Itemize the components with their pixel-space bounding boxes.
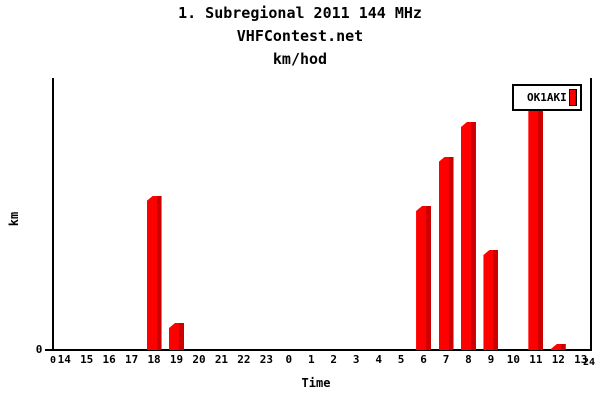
legend-series-label: OK1AKI [527, 91, 567, 104]
bar-hour-6 [416, 206, 432, 350]
y-axis-zero-label: 0 [35, 343, 43, 356]
legend-series-marker-icon [569, 89, 577, 106]
x-axis-line [45, 349, 592, 351]
x-tick-label-2-12: 2 [330, 353, 338, 366]
x-tick-label-13-23: 13 [574, 353, 588, 366]
x-axis-end-label: 24 [582, 357, 596, 368]
x-axis-title: Time [301, 376, 331, 390]
x-tick-label-11-21: 11 [529, 353, 543, 366]
x-tick-label-16-2: 16 [102, 353, 116, 366]
x-tick-label-3-13: 3 [352, 353, 360, 366]
x-tick-label-23-9: 23 [259, 353, 273, 366]
x-tick-label-21-7: 21 [214, 353, 229, 366]
x-tick-label-4-14: 4 [375, 353, 382, 366]
x-tick-label-6-16: 6 [420, 353, 427, 366]
x-axis-start-label: 0 [49, 355, 57, 366]
y-axis-title: km [7, 211, 21, 227]
x-tick-label-12-22: 12 [551, 353, 565, 366]
chart-title: 1. Subregional 2011 144 MHz [178, 4, 422, 22]
x-tick-label-10-20: 10 [506, 353, 521, 366]
bar-hour-11 [528, 100, 544, 350]
y-axis-line [52, 78, 54, 350]
x-tick-label-15-1: 15 [80, 353, 94, 366]
right-border-line [590, 78, 592, 350]
x-tick-label-8-18: 8 [465, 353, 472, 366]
x-tick-label-14-0: 14 [57, 353, 71, 366]
bar-hour-7 [438, 157, 454, 350]
bar-hour-9 [483, 250, 499, 350]
bar-hour-8 [460, 122, 476, 350]
bar-hour-19 [169, 323, 185, 350]
x-tick-label-5-15: 5 [397, 353, 405, 366]
chart-subtitle: VHFContest.net [236, 27, 364, 45]
x-tick-label-9-19: 9 [487, 353, 495, 366]
x-tick-label-7-17: 7 [442, 353, 450, 366]
chart-value-caption: km/hod [272, 50, 328, 68]
x-tick-label-19-5: 19 [169, 353, 184, 366]
x-tick-label-0-10: 0 [285, 353, 293, 366]
x-tick-label-22-8: 22 [237, 353, 251, 366]
bar-hour-18 [146, 196, 162, 350]
x-tick-label-20-6: 20 [192, 353, 206, 366]
x-tick-label-17-3: 17 [124, 353, 139, 366]
bar-hour-12 [550, 344, 566, 350]
legend: OK1AKI [512, 84, 582, 111]
x-tick-label-1-11: 1 [307, 353, 315, 366]
x-tick-label-18-4: 18 [147, 353, 161, 366]
